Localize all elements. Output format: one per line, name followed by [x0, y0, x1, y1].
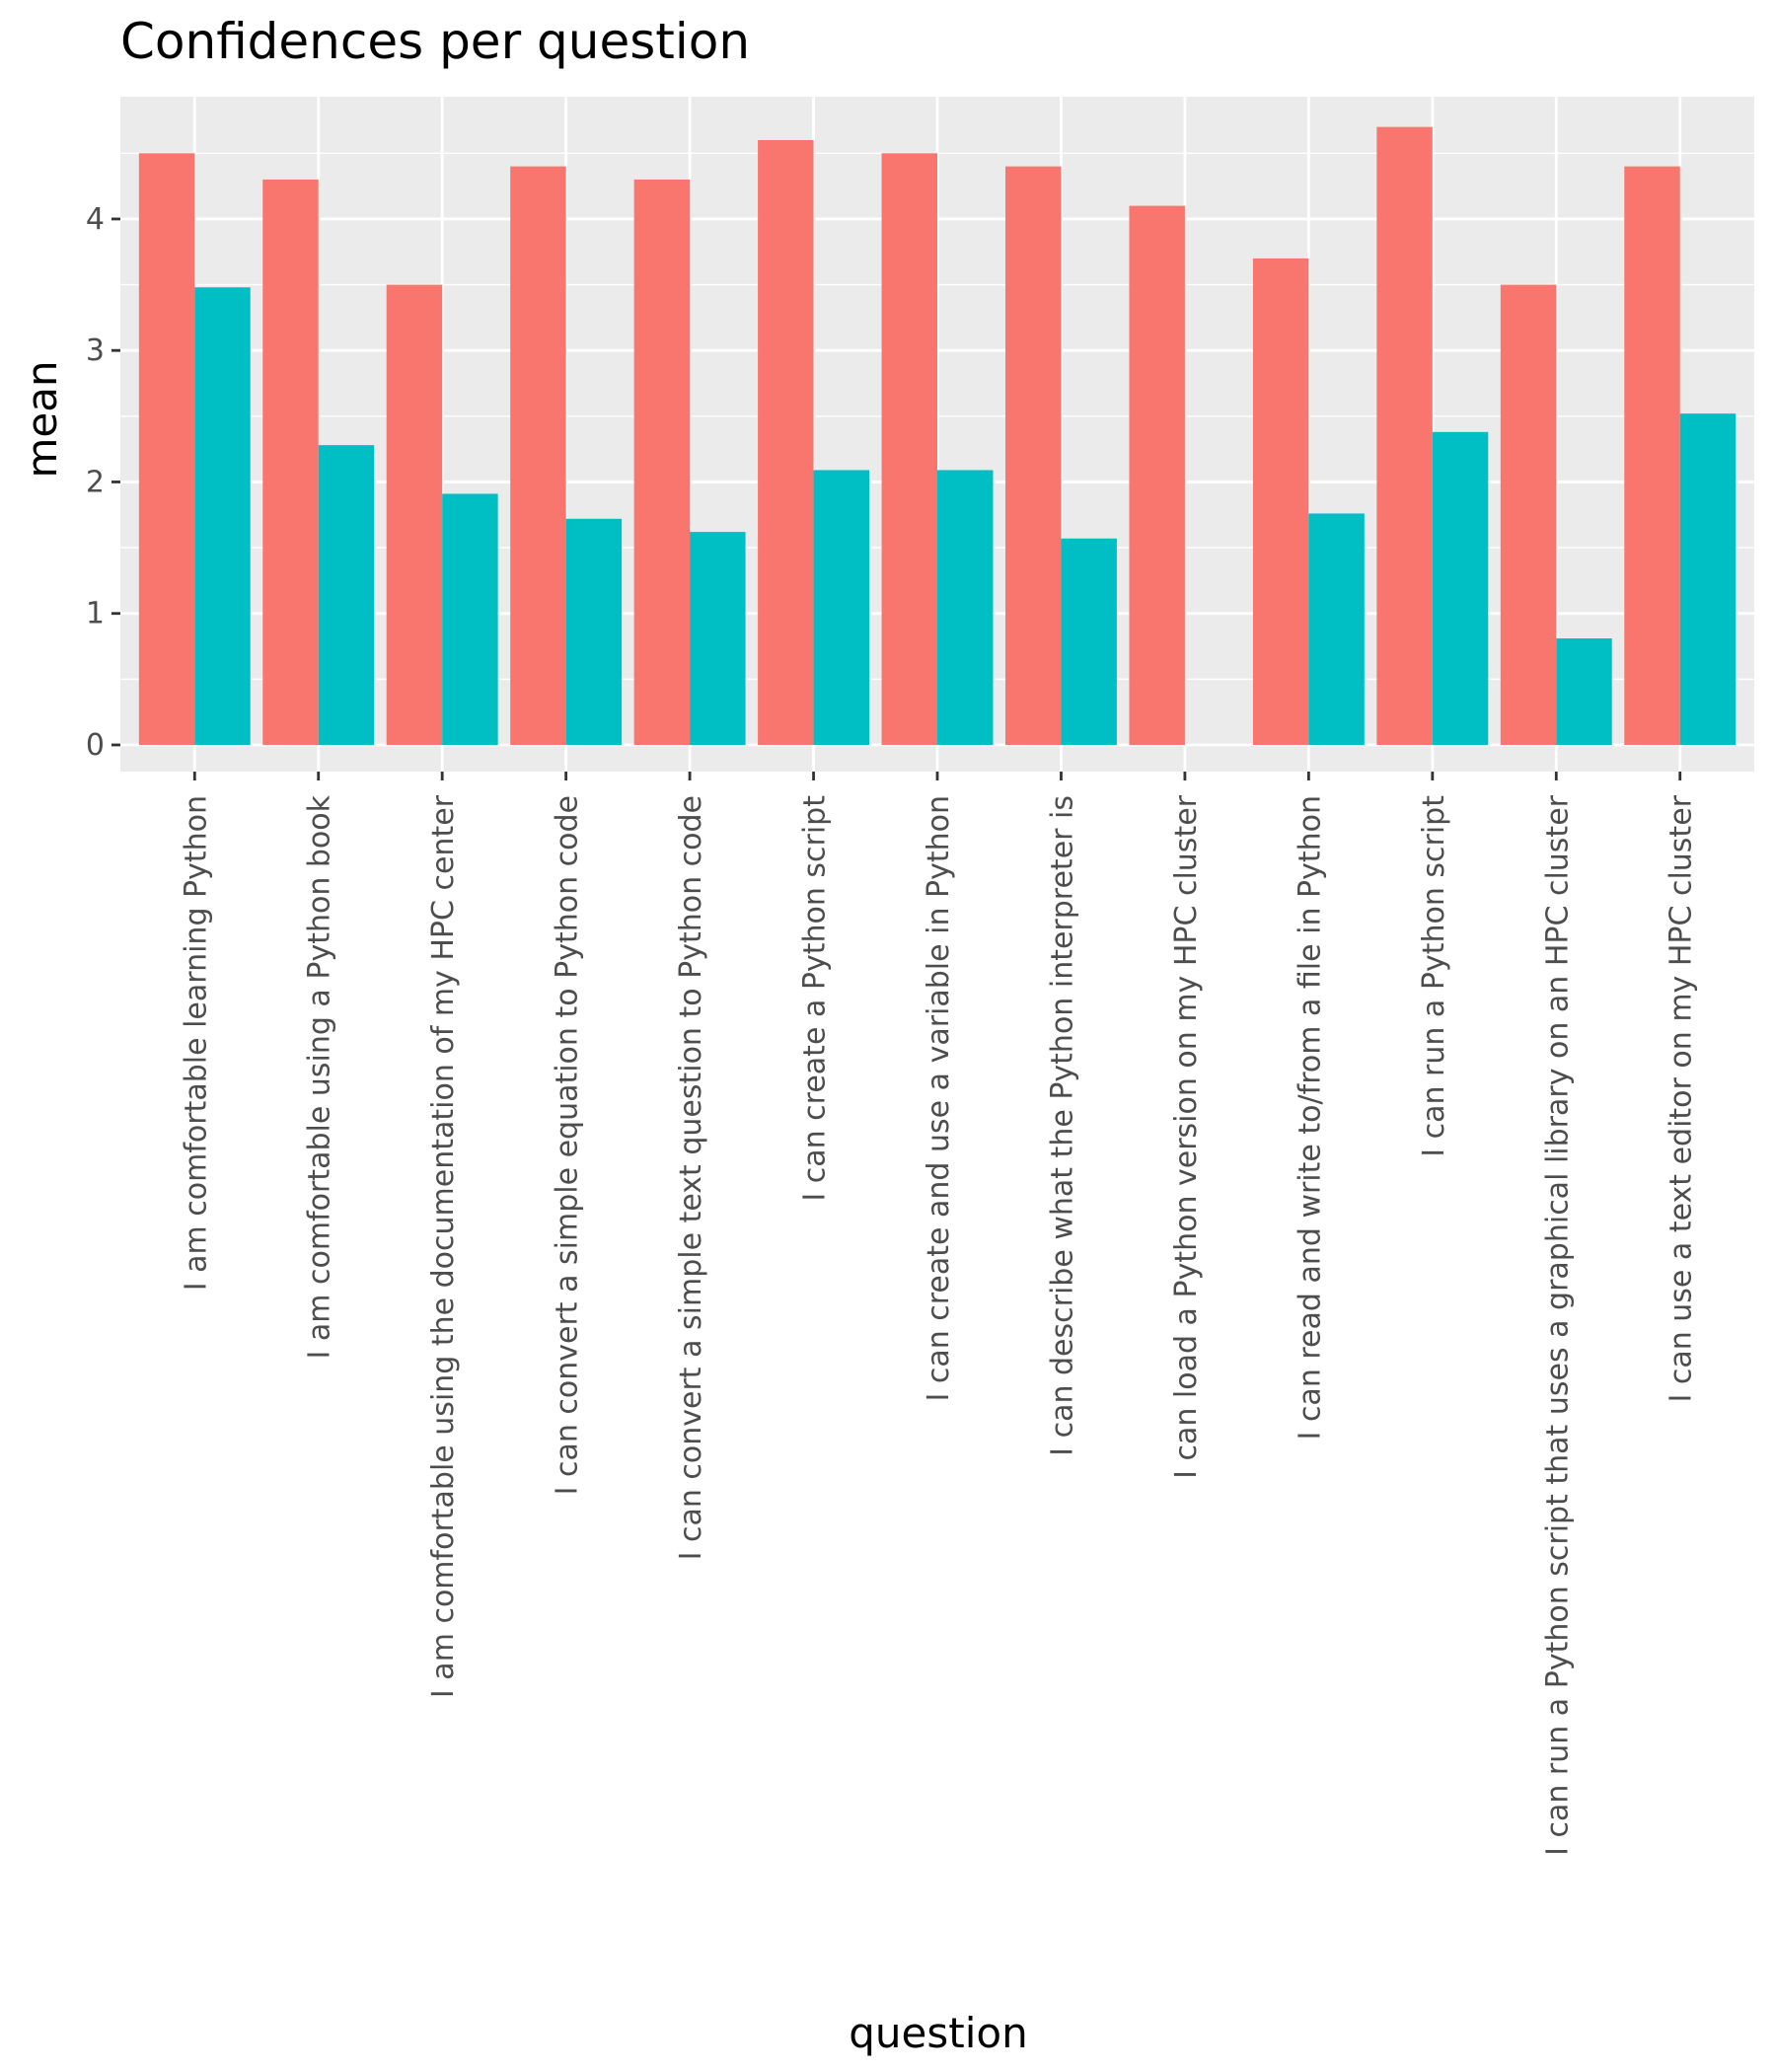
bar: [442, 493, 498, 745]
bars: [138, 126, 1737, 746]
y-axis-title: mean: [18, 360, 66, 478]
x-tick-label: I can create and use a variable in Pytho…: [922, 795, 956, 1402]
bar: [1252, 258, 1309, 745]
bar: [1005, 166, 1062, 745]
bar: [1376, 126, 1433, 745]
x-tick-label: I can create a Python script: [798, 795, 833, 1202]
x-axis-title: question: [849, 2009, 1027, 2057]
bar: [690, 532, 746, 745]
bar: [1624, 166, 1680, 745]
bar: [813, 470, 869, 745]
x-tick-label: I can convert a simple text question to …: [674, 795, 708, 1560]
bar: [1308, 513, 1365, 745]
bar: [138, 153, 195, 745]
x-tick-label: I can convert a simple equation to Pytho…: [551, 795, 585, 1495]
bar: [1129, 205, 1185, 746]
bar: [633, 179, 691, 745]
x-tick-label: I am comfortable learning Python: [179, 795, 213, 1291]
bar: [262, 179, 319, 745]
x-tick-label: I am comfortable using the documentation…: [426, 794, 461, 1698]
bar: [937, 470, 994, 745]
bar: [1679, 413, 1737, 745]
bar: [1432, 431, 1489, 745]
y-axis: 0 1 2 3 4: [86, 202, 120, 763]
x-tick-label: I can use a text editor on my HPC cluste…: [1665, 794, 1699, 1402]
bar: [1061, 538, 1117, 745]
x-tick-label: I can describe what the Python interpret…: [1045, 795, 1079, 1456]
bar: [1556, 638, 1612, 745]
x-tick-label: I can read and write to/from a file in P…: [1293, 795, 1327, 1440]
bar: [758, 139, 814, 746]
x-tick-label: I can run a Python script that uses a gr…: [1540, 794, 1575, 1856]
y-tick-label: 2: [86, 465, 105, 499]
x-tick-label: I can run a Python script: [1417, 795, 1451, 1157]
y-tick-label: 4: [86, 202, 105, 237]
y-tick-label: 3: [86, 333, 105, 368]
x-tick-label: I am comfortable using a Python book: [303, 794, 337, 1359]
bar: [510, 166, 566, 745]
y-tick-label: 1: [86, 597, 105, 631]
x-tick-label: I can load a Python version on my HPC cl…: [1169, 794, 1204, 1479]
bar: [881, 153, 937, 745]
chart-title: Confidences per question: [120, 13, 750, 70]
y-tick-label: 0: [86, 728, 105, 763]
x-axis: I am comfortable learning Python I am com…: [179, 772, 1699, 1856]
bar: [318, 445, 375, 745]
bar: [194, 287, 251, 745]
bar: [565, 518, 623, 745]
bar: [386, 284, 443, 745]
bar: [1500, 284, 1557, 745]
